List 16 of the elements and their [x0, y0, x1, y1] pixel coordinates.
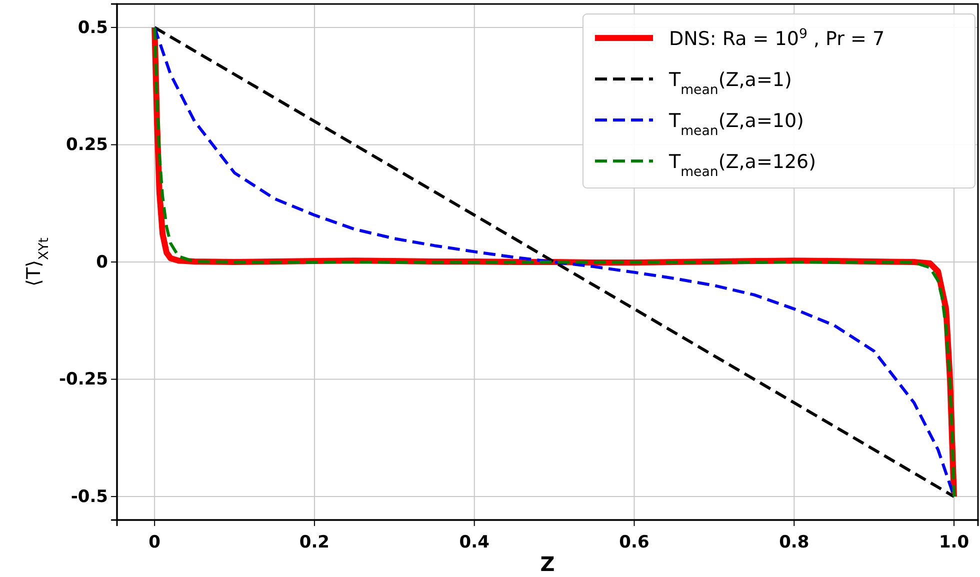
legend-label: T$_{mean}$(Z,a=126) [668, 151, 816, 180]
x-tick-label: 1.0 [938, 532, 970, 553]
x-tick-label: 0.8 [779, 532, 810, 553]
legend-label: T$_{mean}$(Z,a=10) [668, 110, 804, 138]
legend-label: T$_{mean}$(Z,a=1) [668, 69, 792, 98]
y-tick-label: 0.25 [66, 135, 108, 156]
y-tick-label: -0.5 [70, 486, 108, 507]
x-tick-label: 0.6 [619, 532, 650, 553]
x-tick-label: 0.4 [459, 532, 490, 553]
x-tick-label: 0.2 [299, 532, 330, 553]
y-tick-label: 0.5 [78, 18, 108, 38]
x-axis-title: Z [540, 552, 555, 576]
x-tick-label: 0 [148, 532, 161, 553]
legend-label: DNS: Ra = 10$^{9}$ , Pr = 7 [669, 26, 885, 50]
y-tick-label: -0.25 [59, 370, 108, 390]
y-tick-label: 0 [96, 252, 108, 272]
